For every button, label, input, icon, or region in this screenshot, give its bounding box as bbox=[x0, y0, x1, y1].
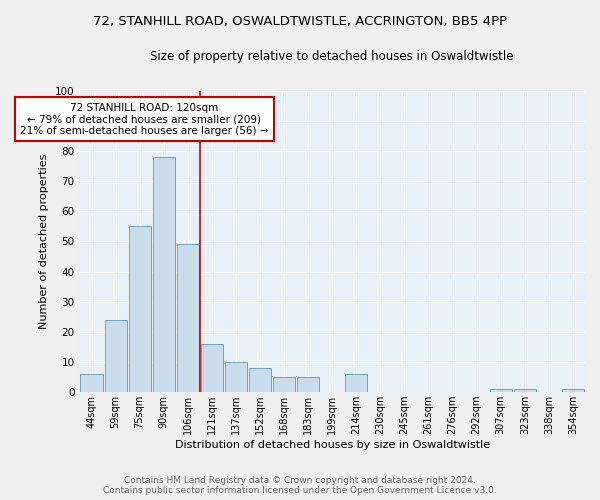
Bar bbox=[201, 344, 223, 393]
Bar bbox=[225, 362, 247, 392]
Bar bbox=[177, 244, 199, 392]
Bar bbox=[297, 377, 319, 392]
Bar bbox=[128, 226, 151, 392]
Text: 72 STANHILL ROAD: 120sqm
← 79% of detached houses are smaller (209)
21% of semi-: 72 STANHILL ROAD: 120sqm ← 79% of detach… bbox=[20, 102, 269, 136]
Title: Size of property relative to detached houses in Oswaldtwistle: Size of property relative to detached ho… bbox=[151, 50, 514, 63]
Bar bbox=[562, 390, 584, 392]
Bar bbox=[514, 390, 536, 392]
Y-axis label: Number of detached properties: Number of detached properties bbox=[40, 154, 49, 329]
Bar bbox=[152, 157, 175, 392]
Bar bbox=[104, 320, 127, 392]
X-axis label: Distribution of detached houses by size in Oswaldtwistle: Distribution of detached houses by size … bbox=[175, 440, 490, 450]
Bar bbox=[273, 377, 295, 392]
Text: Contains HM Land Registry data © Crown copyright and database right 2024.
Contai: Contains HM Land Registry data © Crown c… bbox=[103, 476, 497, 495]
Bar bbox=[249, 368, 271, 392]
Bar bbox=[80, 374, 103, 392]
Bar bbox=[345, 374, 367, 392]
Bar bbox=[490, 390, 512, 392]
Text: 72, STANHILL ROAD, OSWALDTWISTLE, ACCRINGTON, BB5 4PP: 72, STANHILL ROAD, OSWALDTWISTLE, ACCRIN… bbox=[93, 15, 507, 28]
